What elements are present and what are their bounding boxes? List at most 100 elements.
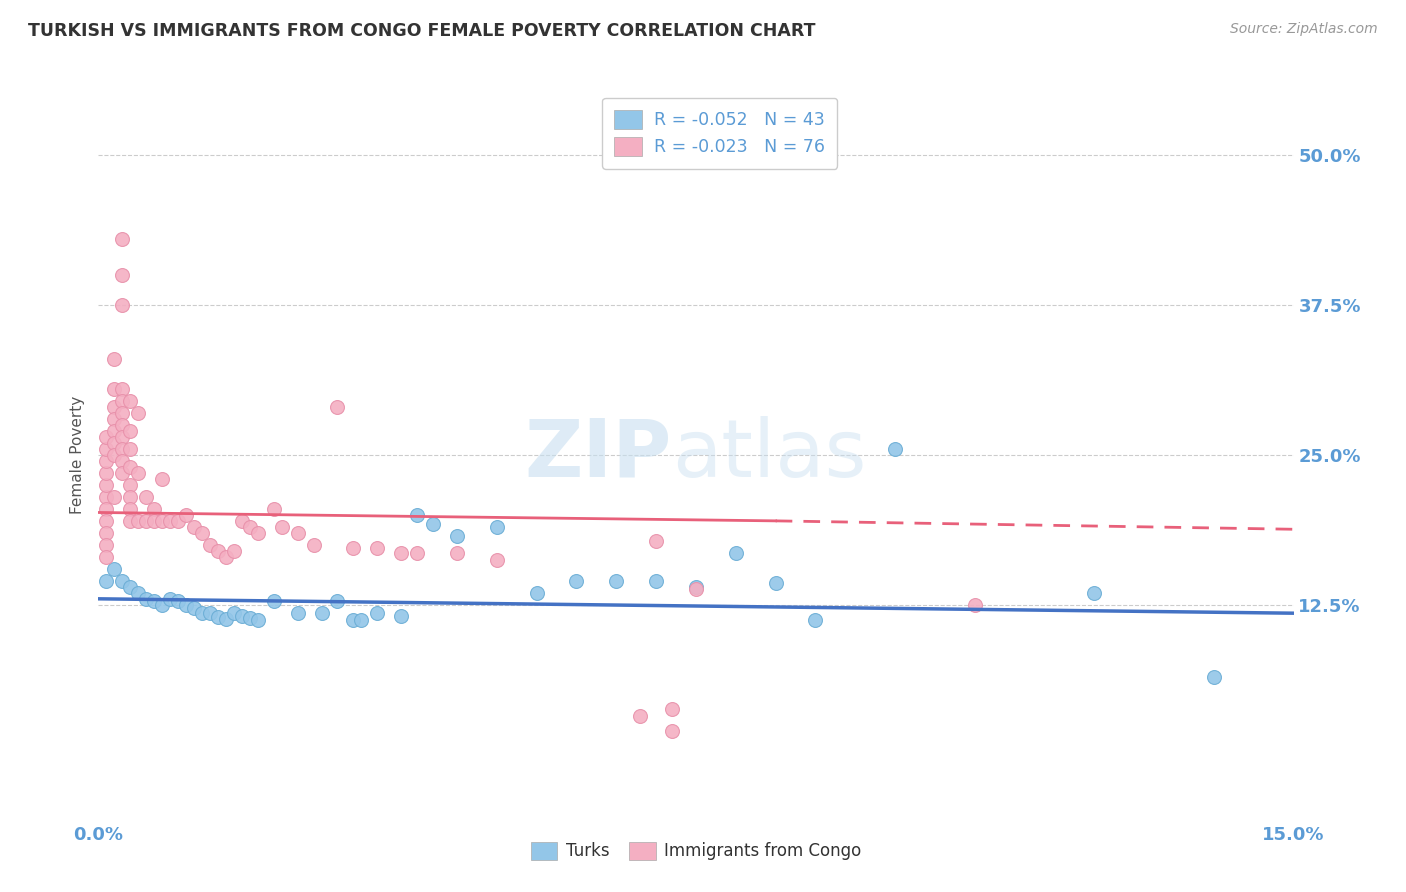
Point [111, 382, 134, 396]
Point [96, 454, 118, 468]
Point [222, 544, 245, 558]
Point [111, 430, 134, 444]
Point [231, 514, 253, 528]
Point [389, 546, 412, 560]
Point [183, 601, 205, 615]
Point [159, 591, 181, 606]
Point [103, 400, 125, 414]
Point [661, 702, 683, 716]
Point [366, 541, 388, 556]
Point [120, 394, 142, 409]
Point [111, 232, 134, 246]
Point [239, 611, 262, 625]
Point [120, 501, 142, 516]
Point [135, 591, 157, 606]
Point [120, 490, 142, 504]
Point [804, 614, 827, 628]
Point [389, 608, 412, 623]
Point [127, 514, 149, 528]
Point [111, 417, 134, 432]
Point [565, 574, 588, 588]
Point [406, 508, 429, 522]
Point [239, 520, 262, 534]
Point [103, 448, 125, 462]
Point [628, 709, 651, 723]
Point [96, 514, 118, 528]
Point [446, 529, 468, 543]
Point [111, 406, 134, 420]
Point [287, 525, 309, 540]
Point [685, 582, 707, 597]
Point [96, 430, 118, 444]
Point [111, 268, 134, 282]
Point [167, 594, 190, 608]
Point [406, 546, 429, 560]
Point [111, 466, 134, 480]
Point [143, 514, 166, 528]
Point [645, 574, 668, 588]
Point [207, 609, 229, 624]
Point [103, 490, 125, 504]
Point [645, 534, 668, 549]
Point [103, 351, 125, 366]
Point [191, 606, 214, 620]
Point [270, 520, 292, 534]
Point [765, 576, 787, 591]
Point [605, 574, 627, 588]
Point [120, 442, 142, 456]
Point [120, 424, 142, 438]
Point [167, 514, 190, 528]
Point [174, 508, 197, 522]
Point [143, 501, 166, 516]
Point [685, 580, 707, 594]
Point [350, 614, 373, 628]
Point [103, 382, 125, 396]
Text: atlas: atlas [672, 416, 866, 494]
Point [135, 490, 157, 504]
Point [246, 614, 269, 628]
Point [366, 606, 388, 620]
Point [485, 553, 508, 567]
Point [96, 466, 118, 480]
Y-axis label: Female Poverty: Female Poverty [70, 396, 86, 514]
Point [127, 466, 149, 480]
Point [120, 478, 142, 492]
Point [287, 606, 309, 620]
Point [120, 514, 142, 528]
Point [231, 608, 253, 623]
Point [422, 517, 444, 532]
Text: ZIP: ZIP [524, 416, 672, 494]
Point [111, 298, 134, 312]
Point [96, 549, 118, 564]
Point [150, 472, 173, 486]
Legend: Turks, Immigrants from Congo: Turks, Immigrants from Congo [524, 835, 868, 867]
Point [302, 538, 325, 552]
Point [311, 606, 333, 620]
Point [191, 525, 214, 540]
Point [326, 594, 349, 608]
Point [127, 586, 149, 600]
Point [222, 606, 245, 620]
Point [103, 412, 125, 426]
Point [215, 549, 238, 564]
Point [1083, 586, 1105, 600]
Point [127, 406, 149, 420]
Point [884, 442, 907, 456]
Point [150, 514, 173, 528]
Point [96, 574, 118, 588]
Point [198, 538, 221, 552]
Point [135, 514, 157, 528]
Point [111, 394, 134, 409]
Point [215, 612, 238, 626]
Point [96, 490, 118, 504]
Point [724, 546, 747, 560]
Point [96, 538, 118, 552]
Point [661, 723, 683, 738]
Point [263, 501, 285, 516]
Point [526, 586, 548, 600]
Point [120, 580, 142, 594]
Point [96, 478, 118, 492]
Point [326, 400, 349, 414]
Point [342, 541, 364, 556]
Point [1202, 670, 1225, 684]
